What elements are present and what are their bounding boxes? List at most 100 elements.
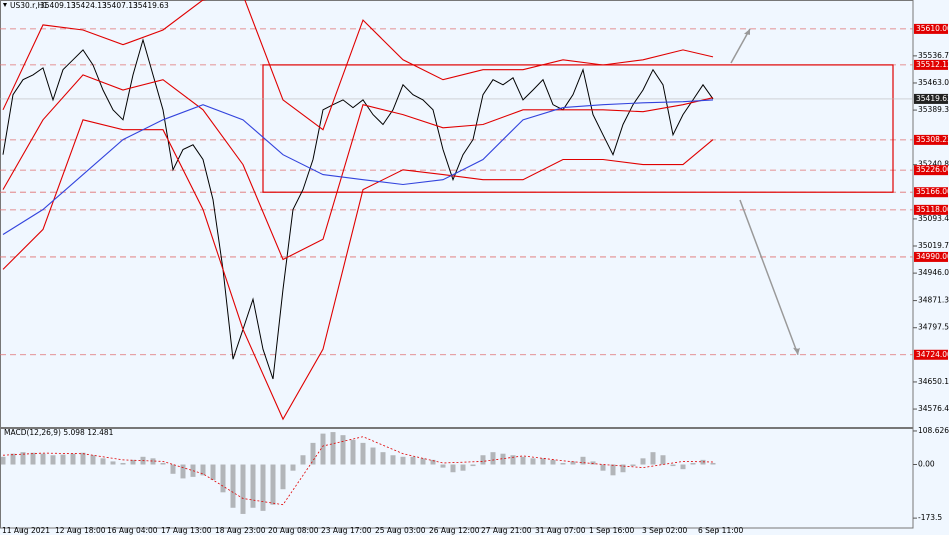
macd-bar	[20, 452, 26, 465]
price-panel-frame	[0, 0, 914, 428]
macd-bar	[530, 458, 536, 465]
macd-bar	[270, 464, 276, 505]
macd-bar	[660, 455, 666, 465]
level-label: 35118.00	[916, 205, 949, 214]
indicator-line	[2, 0, 714, 131]
y-tick-label: 34871.3	[918, 296, 949, 305]
macd-bar	[590, 461, 596, 465]
symbol: US30.r,H1	[10, 1, 48, 10]
level-label: 35226.00	[916, 165, 949, 174]
macd-bar	[500, 453, 506, 465]
macd-bar	[450, 464, 456, 473]
x-tick-label: 11 Aug 2021	[2, 526, 50, 535]
x-tick-label: 27 Aug 21:00	[481, 526, 532, 535]
indicator-line	[2, 436, 714, 506]
menu-arrow	[3, 3, 7, 7]
macd-bar	[350, 439, 356, 465]
macd-bar	[520, 456, 526, 465]
level-label: 34990.00	[916, 252, 949, 261]
macd-bar	[100, 458, 106, 465]
macd-bar	[0, 456, 6, 465]
macd-bar	[150, 458, 156, 465]
macd-bar	[290, 464, 296, 471]
axes: 35536.7035463.0035389.3035240.8035093.43…	[2, 23, 949, 535]
x-tick-label: 17 Aug 13:00	[161, 526, 212, 535]
macd-bar	[10, 453, 16, 465]
level-label-box	[914, 204, 948, 215]
header-open: 35409.13	[40, 1, 76, 10]
macd-bar	[480, 455, 486, 465]
macd-bar	[410, 456, 416, 465]
indicator-line	[2, 99, 714, 235]
macd-bar	[460, 464, 466, 471]
y-tick-label: -173.5	[918, 513, 942, 522]
x-tick-label: 3 Sep 02:00	[642, 526, 688, 535]
y-tick-label: 34946.00	[918, 268, 949, 277]
arrow-up	[730, 28, 751, 64]
level-label-box	[914, 59, 948, 70]
macd-bar	[60, 454, 66, 465]
y-tick-label: 34650.1	[918, 377, 949, 386]
macd-bar	[240, 464, 246, 514]
x-tick-label: 31 Aug 07:00	[535, 526, 586, 535]
macd-bar	[30, 452, 36, 465]
level-label-box	[914, 349, 948, 360]
macd-bar	[260, 464, 266, 511]
macd-bar	[340, 435, 346, 465]
level-label: 35308.23	[916, 135, 949, 144]
y-tick-label: 34576.4	[918, 404, 949, 413]
macd-bar	[230, 464, 236, 508]
y-tick-label: 35463.00	[918, 78, 949, 87]
macd-bar	[580, 456, 586, 465]
header-close: 35419.63	[133, 1, 169, 10]
macd-bar	[210, 464, 216, 480]
macd-bar	[670, 464, 676, 467]
x-tick-label: 12 Aug 18:00	[55, 526, 106, 535]
macd-bar	[400, 456, 406, 465]
macd-bar	[710, 462, 716, 465]
macd-bar	[80, 452, 86, 465]
arrow-up-head	[744, 28, 750, 35]
macd-bar	[40, 453, 46, 465]
x-tick-label: 1 Sep 16:00	[589, 526, 635, 535]
macd-bar	[190, 464, 196, 477]
y-tick-label: 108.626	[918, 426, 949, 435]
macd-bar	[90, 455, 96, 465]
y-tick-label: 35536.70	[918, 51, 949, 60]
macd-bar	[440, 464, 446, 468]
x-tick-label: 26 Aug 12:00	[429, 526, 480, 535]
macd-bar	[540, 458, 546, 465]
macd-plot	[0, 432, 716, 514]
level-label-box	[914, 23, 948, 34]
level-label-box	[914, 187, 948, 198]
y-tick-label: 35389.30	[918, 105, 949, 114]
indicator-line	[2, 119, 714, 421]
macd-title: MACD(12,26,9) 5.098 12.481	[4, 428, 114, 437]
macd-bar	[330, 432, 336, 465]
macd-bar	[380, 452, 386, 465]
macd-bar	[310, 442, 316, 465]
macd-bar	[690, 462, 696, 465]
macd-bar	[360, 442, 366, 465]
y-tick-label: 35093.4	[918, 214, 949, 223]
y-tick-label: 35240.80	[918, 160, 949, 169]
price-plot	[0, 0, 913, 421]
macd-bar	[550, 459, 556, 465]
macd-bar	[680, 464, 686, 470]
level-label: 35610.00	[916, 24, 949, 33]
last-price-label: 35419.63	[916, 94, 949, 103]
macd-bar	[120, 462, 126, 465]
macd-bar	[50, 455, 56, 465]
macd-bar	[180, 464, 186, 479]
y-tick-label: 0.00	[918, 460, 935, 469]
x-tick-label: 16 Aug 04:00	[107, 526, 158, 535]
macd-panel-frame	[0, 428, 914, 529]
macd-bar	[220, 464, 226, 493]
level-label: 35512.12	[916, 60, 949, 69]
macd-bar	[130, 459, 136, 465]
macd-bar	[300, 455, 306, 465]
x-tick-label: 23 Aug 17:00	[321, 526, 372, 535]
macd-bar	[600, 464, 606, 471]
x-tick-label: 20 Aug 08:00	[268, 526, 319, 535]
